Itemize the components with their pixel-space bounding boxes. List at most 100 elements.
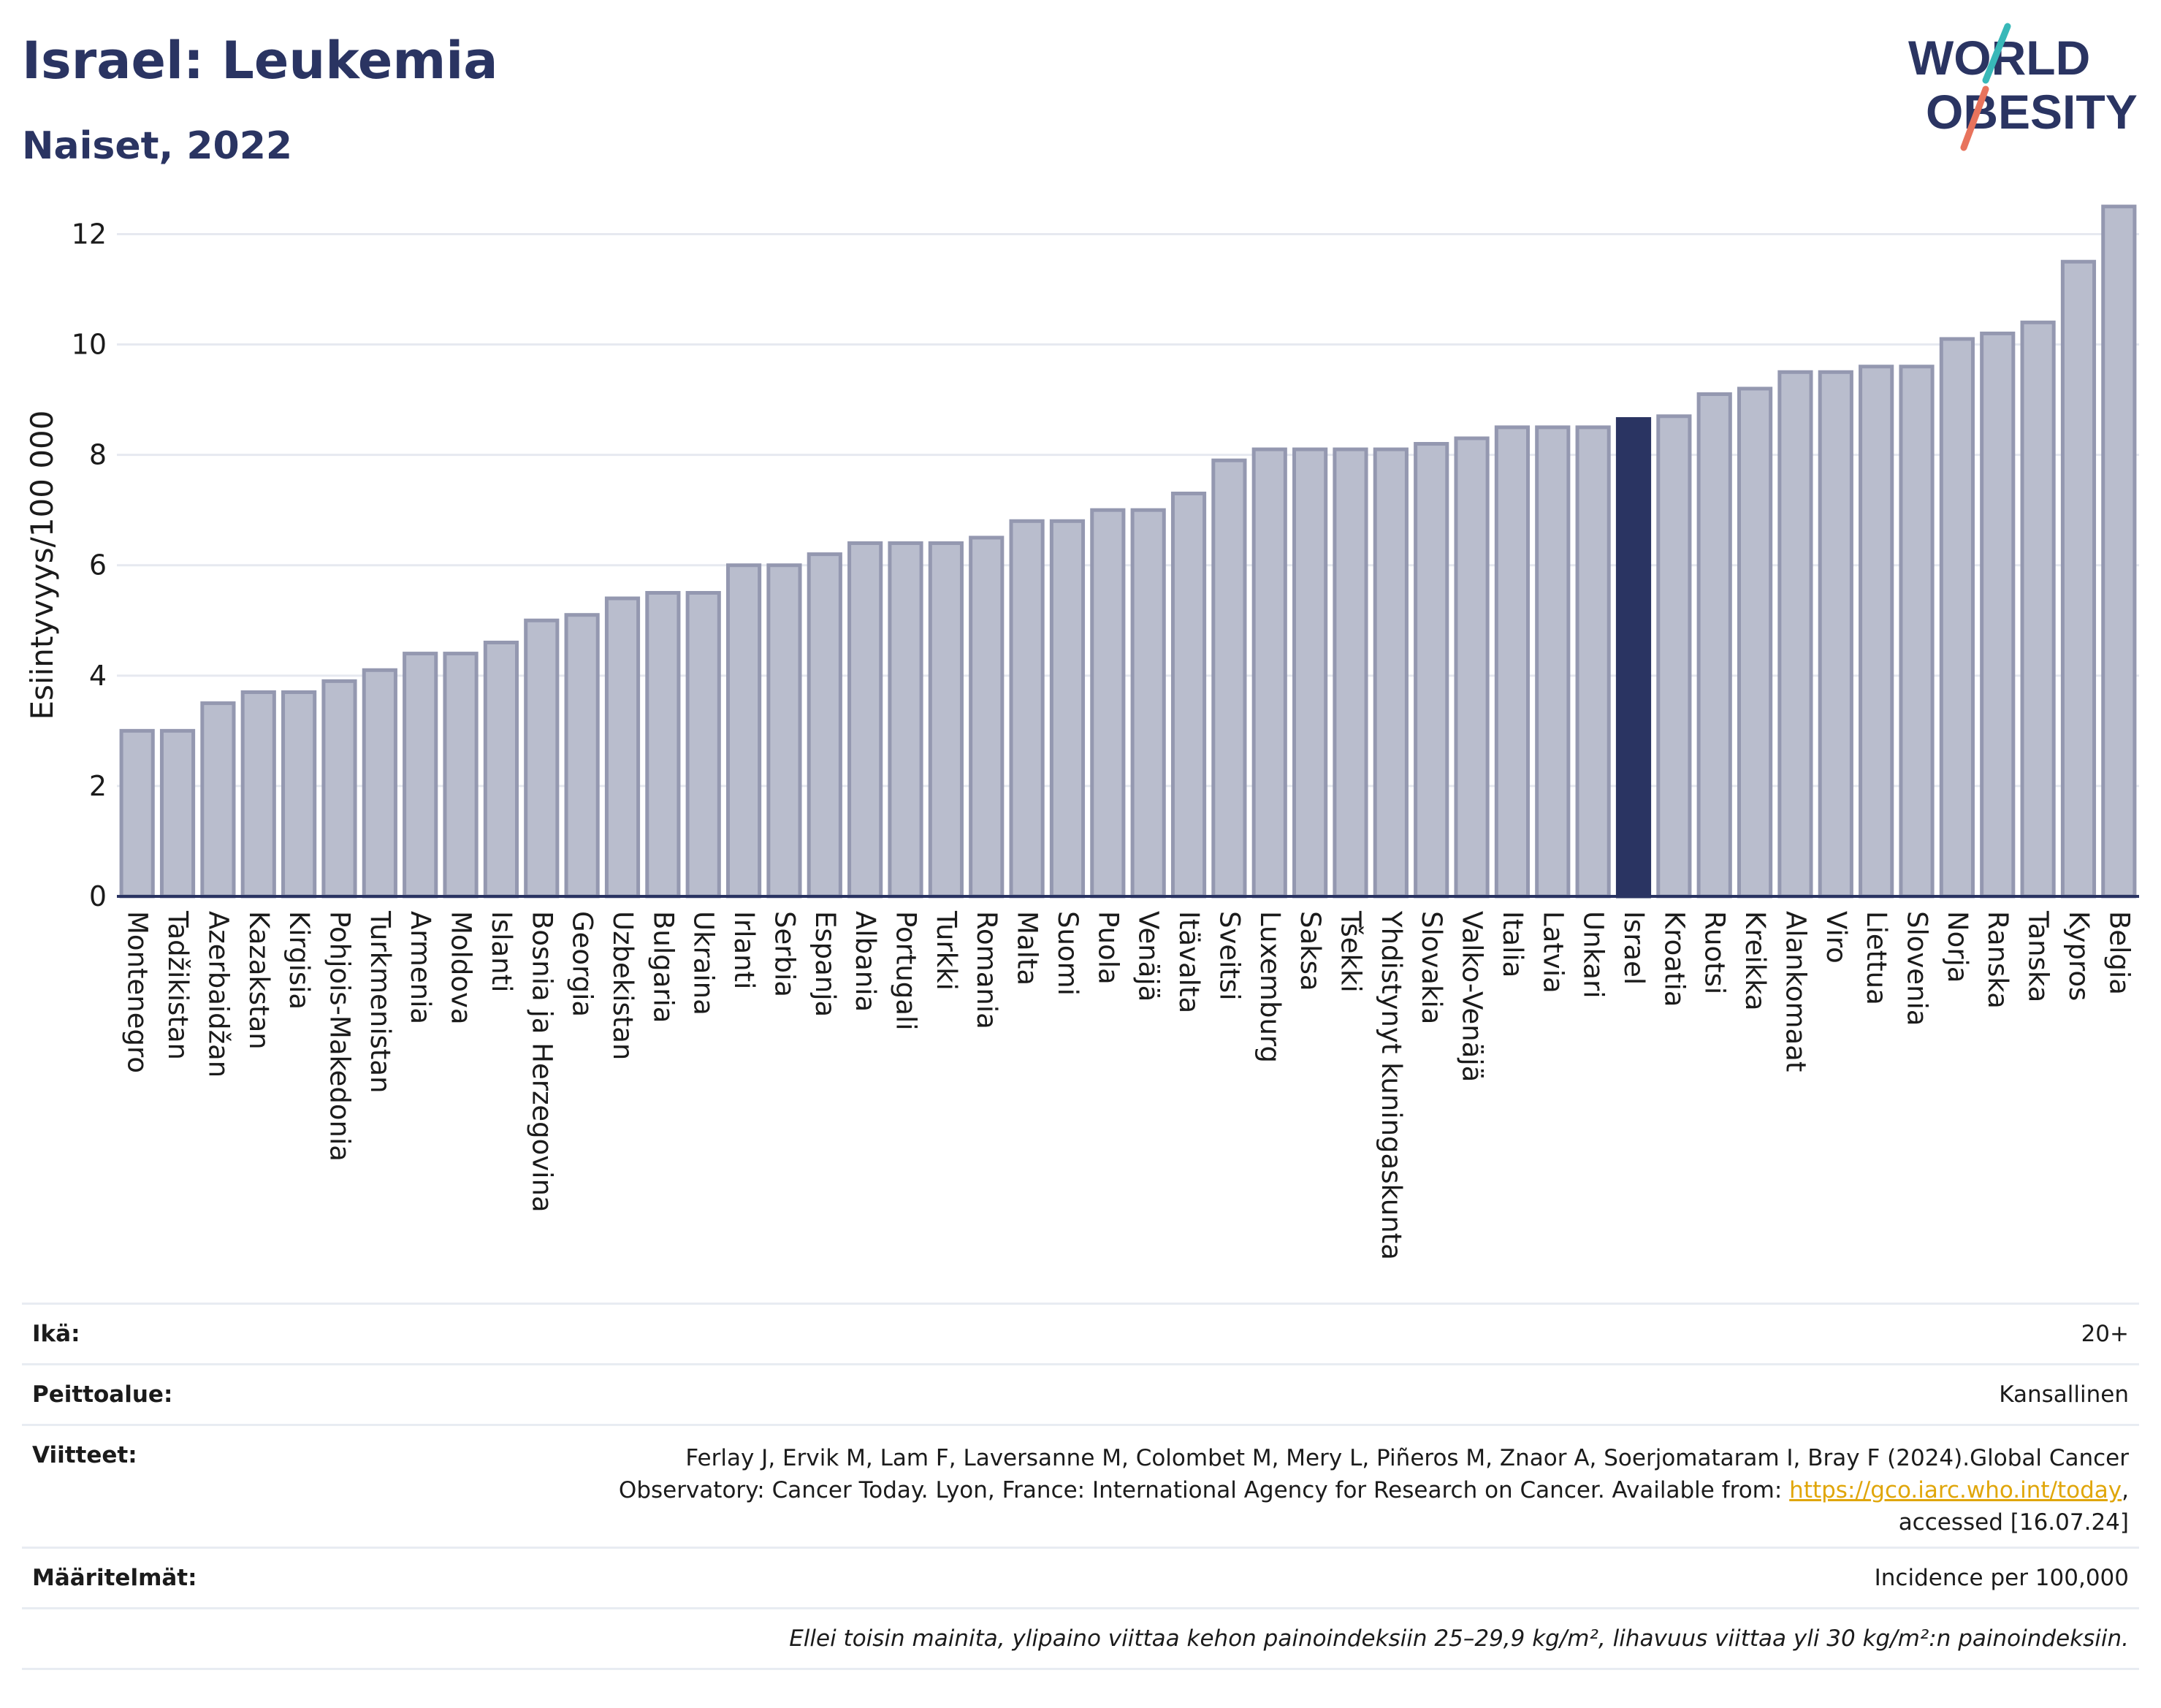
x-tick-label: Uzbekistan <box>607 911 639 1060</box>
footer-bottom-rule <box>22 1668 2139 1671</box>
reference-line-2: Observatory: Cancer Today. Lyon, France:… <box>619 1474 2129 1506</box>
x-tick-label: Kypros <box>2063 911 2095 1001</box>
x-tick-label: Kirgisia <box>283 911 315 1010</box>
footer-row-coverage: Peittoalue: Kansallinen <box>22 1363 2139 1424</box>
reference-line-3: accessed [16.07.24] <box>1898 1509 2129 1536</box>
bar <box>403 652 438 899</box>
bar <box>2101 205 2137 899</box>
x-tick-label: Norja <box>1942 911 1973 983</box>
x-tick-label: Kreikka <box>1739 911 1771 1011</box>
world-obesity-logo: WORLD OBESITY <box>1908 23 2138 151</box>
x-tick-label: Yhdistynyt kuningaskunta <box>1376 910 1407 1260</box>
x-tick-label: Liettua <box>1861 911 1892 1005</box>
x-tick-label: Tanska <box>2023 910 2054 1002</box>
footer-value-age: 20+ <box>2081 1321 2129 1347</box>
x-tick-label: Luxemburg <box>1254 911 1286 1063</box>
footer-key-references: Viitteet: <box>32 1442 137 1468</box>
x-tick-label: Slovenia <box>1902 911 1933 1026</box>
footer-key-age: Ikä: <box>32 1321 80 1347</box>
bar <box>645 590 681 899</box>
x-tick-label: Valko-Venäjä <box>1457 911 1488 1082</box>
bar <box>524 618 560 899</box>
x-tick-label: Kroatia <box>1658 911 1690 1007</box>
y-tick-label: 12 <box>72 218 107 250</box>
bar <box>2060 259 2097 899</box>
bar-highlight <box>1615 417 1652 899</box>
x-tick-label: Slovakia <box>1416 911 1447 1024</box>
x-tick-label: Italia <box>1497 911 1528 977</box>
x-tick-label: Sveitsi <box>1213 911 1245 1001</box>
footer-key-coverage: Peittoalue: <box>32 1381 173 1408</box>
metadata-footer: Ikä: 20+ Peittoalue: Kansallinen Viittee… <box>22 1303 2139 1671</box>
x-tick-label: Latvia <box>1537 911 1569 994</box>
x-tick-label: Ranska <box>1982 911 2013 1009</box>
x-tick-label: Armenia <box>405 911 436 1024</box>
x-tick-label: Portugali <box>891 911 922 1031</box>
footer-note: Ellei toisin mainita, ylipaino viittaa k… <box>789 1625 2129 1652</box>
x-tick-label: Viro <box>1821 911 1852 964</box>
bar <box>362 668 397 899</box>
reference-line-2-text: Observatory: Cancer Today. Lyon, France:… <box>618 1477 1790 1503</box>
x-tick-label: Ukraina <box>688 911 720 1015</box>
bar <box>807 552 842 899</box>
bar <box>483 640 519 899</box>
x-tick-label: Belgia <box>2103 911 2135 995</box>
bar <box>1656 414 1692 899</box>
x-tick-label: Ruotsi <box>1699 911 1731 994</box>
bar <box>1777 370 1813 899</box>
x-tick-label: Itävalta <box>1173 911 1205 1013</box>
bar <box>2020 320 2056 899</box>
y-tick-label: 6 <box>89 549 107 582</box>
bar <box>321 679 357 899</box>
reference-line-2-comma: , <box>2122 1477 2129 1503</box>
bar <box>1575 425 1611 899</box>
x-tick-label: Islanti <box>486 911 517 992</box>
reference-link[interactable]: https://gco.iarc.who.int/today <box>1789 1477 2122 1503</box>
x-tick-label: Turkmenistan <box>365 910 396 1094</box>
x-tick-label: Albania <box>850 911 881 1012</box>
x-tick-label: Azerbaidžan <box>202 911 234 1078</box>
bar <box>888 541 923 899</box>
bar <box>725 563 762 899</box>
bar <box>928 541 964 899</box>
chart-title: Israel: Leukemia <box>22 31 498 91</box>
bar <box>1454 436 1490 899</box>
bar-chart: 0 2 4 6 8 10 12 Montenegro Tadžikistan Azerbaidža… <box>24 205 2139 1260</box>
chart-subtitle: Naiset, 2022 <box>22 124 293 168</box>
bar <box>1859 365 1894 899</box>
y-tick-label: 2 <box>89 770 107 802</box>
bar <box>1494 425 1531 899</box>
bar <box>443 652 479 899</box>
reference-line-1: Ferlay J, Ervik M, Lam F, Laversanne M, … <box>685 1445 2129 1471</box>
x-tick-label: Malta <box>1012 911 1043 985</box>
x-tick-label: Irlanti <box>728 911 760 989</box>
footer-value-definitions: Incidence per 100,000 <box>1874 1565 2129 1591</box>
bar <box>1818 370 1853 899</box>
x-tick-label: Pohjois-Makedonia <box>324 911 355 1162</box>
x-tick-label: Saksa <box>1295 911 1326 991</box>
bar <box>159 728 196 899</box>
bar <box>604 596 641 899</box>
x-tick-label: Alankomaat <box>1780 911 1811 1072</box>
bar <box>1980 331 2016 899</box>
footer-value-coverage: Kansallinen <box>1999 1381 2129 1408</box>
bar <box>1737 386 1773 899</box>
bar <box>1414 442 1449 899</box>
x-tick-label: Tadžikistan <box>162 910 194 1060</box>
bar <box>766 563 802 899</box>
x-tick-label: Turkki <box>931 910 962 991</box>
footer-row-definitions: Määritelmät: Incidence per 100,000 <box>22 1547 2139 1607</box>
bar <box>1090 508 1126 899</box>
footer-row-note: Ellei toisin mainita, ylipaino viittaa k… <box>22 1607 2139 1668</box>
x-tick-label: Montenegro <box>122 911 153 1073</box>
y-tick-label: 10 <box>72 329 107 361</box>
bar <box>1696 392 1732 899</box>
x-tick-label: Israel <box>1618 911 1650 985</box>
y-tick-label: 0 <box>89 880 107 912</box>
bar <box>969 535 1005 899</box>
bar <box>1292 447 1328 899</box>
bar <box>1535 425 1571 899</box>
bar <box>564 613 600 899</box>
bar <box>200 701 236 899</box>
y-tick-label: 8 <box>89 439 107 471</box>
